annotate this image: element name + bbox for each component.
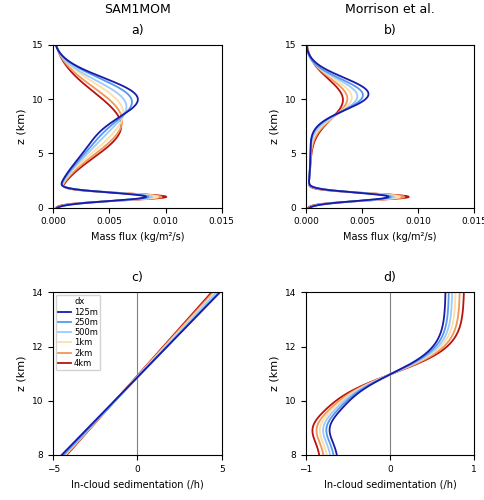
- Text: d): d): [384, 271, 396, 284]
- X-axis label: In-cloud sedimentation (/h): In-cloud sedimentation (/h): [71, 480, 204, 490]
- X-axis label: In-cloud sedimentation (/h): In-cloud sedimentation (/h): [324, 480, 456, 490]
- Y-axis label: z (km): z (km): [269, 108, 279, 144]
- Y-axis label: z (km): z (km): [16, 108, 27, 144]
- Text: c): c): [132, 271, 143, 284]
- X-axis label: Mass flux (kg/m²/s): Mass flux (kg/m²/s): [91, 232, 184, 242]
- Legend: dx, 125m, 250m, 500m, 1km, 2km, 4km: dx, 125m, 250m, 500m, 1km, 2km, 4km: [56, 295, 101, 370]
- Y-axis label: z (km): z (km): [269, 356, 279, 392]
- Text: b): b): [384, 24, 396, 37]
- Y-axis label: z (km): z (km): [16, 356, 27, 392]
- Text: SAM1MOM: SAM1MOM: [104, 2, 171, 16]
- Text: Morrison et al.: Morrison et al.: [345, 2, 435, 16]
- X-axis label: Mass flux (kg/m²/s): Mass flux (kg/m²/s): [343, 232, 437, 242]
- Text: a): a): [131, 24, 144, 37]
